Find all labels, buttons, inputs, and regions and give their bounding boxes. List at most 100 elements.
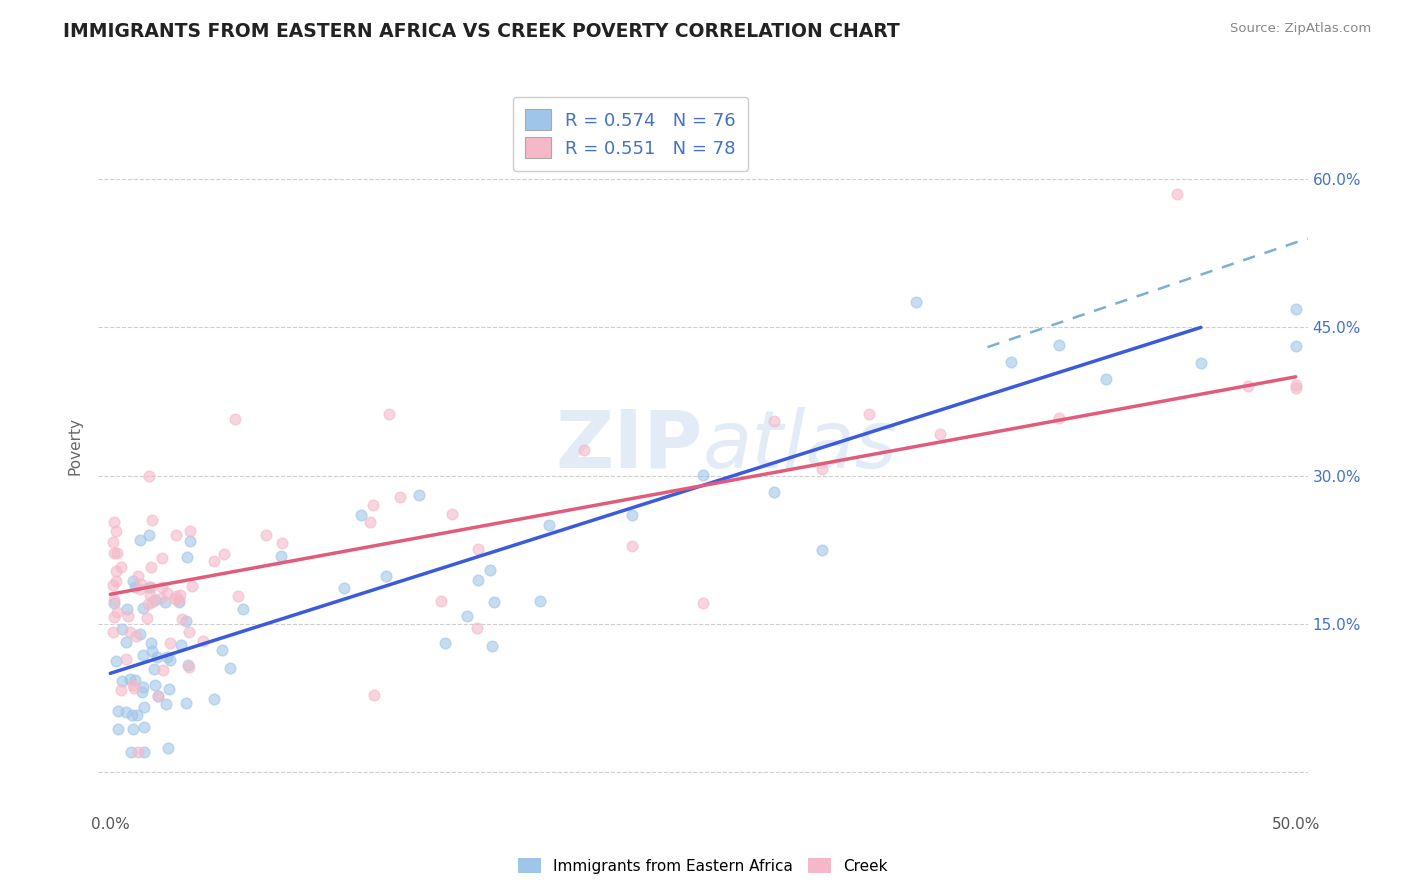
- Point: [529, 593, 551, 607]
- Point: [179, 524, 201, 538]
- Point: [165, 590, 187, 604]
- Point: [202, 691, 225, 706]
- Point: [163, 592, 186, 607]
- Point: [174, 696, 197, 710]
- Point: [117, 602, 139, 616]
- Point: [105, 564, 128, 578]
- Point: [118, 625, 141, 640]
- Point: [111, 673, 134, 688]
- Point: [170, 638, 193, 652]
- Point: [481, 639, 503, 653]
- Point: [155, 697, 177, 711]
- Point: [110, 683, 132, 698]
- Point: [156, 585, 179, 599]
- Point: [165, 527, 187, 541]
- Point: [150, 580, 173, 594]
- Point: [620, 539, 643, 553]
- Point: [124, 580, 146, 594]
- Legend: R = 0.574   N = 76, R = 0.551   N = 78: R = 0.574 N = 76, R = 0.551 N = 78: [513, 96, 748, 171]
- Text: atlas: atlas: [703, 407, 898, 485]
- Point: [107, 722, 129, 736]
- Point: [122, 574, 145, 588]
- Point: [103, 596, 125, 610]
- Point: [101, 578, 124, 592]
- Point: [1189, 356, 1212, 370]
- Point: [125, 629, 148, 643]
- Point: [1237, 379, 1260, 393]
- Point: [169, 588, 191, 602]
- Point: [148, 690, 170, 704]
- Point: [105, 524, 128, 538]
- Point: [1166, 186, 1188, 201]
- Point: [138, 527, 160, 541]
- Point: [211, 643, 233, 657]
- Point: [132, 648, 155, 662]
- Point: [359, 515, 381, 529]
- Point: [136, 610, 159, 624]
- Point: [129, 626, 152, 640]
- Point: [361, 498, 384, 512]
- Point: [139, 559, 162, 574]
- Point: [456, 608, 478, 623]
- Point: [132, 680, 155, 694]
- Point: [104, 574, 127, 588]
- Point: [124, 673, 146, 687]
- Point: [1285, 378, 1308, 392]
- Point: [105, 654, 128, 668]
- Point: [152, 663, 174, 677]
- Point: [159, 636, 181, 650]
- Point: [1000, 354, 1022, 368]
- Point: [157, 741, 180, 756]
- Point: [142, 662, 165, 676]
- Point: [132, 601, 155, 615]
- Point: [256, 528, 278, 542]
- Point: [105, 605, 128, 619]
- Point: [114, 705, 136, 719]
- Text: Source: ZipAtlas.com: Source: ZipAtlas.com: [1230, 22, 1371, 36]
- Point: [172, 612, 194, 626]
- Legend: Immigrants from Eastern Africa, Creek: Immigrants from Eastern Africa, Creek: [512, 852, 894, 880]
- Point: [129, 577, 152, 591]
- Point: [333, 581, 356, 595]
- Point: [124, 681, 146, 695]
- Point: [149, 591, 172, 606]
- Point: [139, 588, 162, 602]
- Point: [193, 633, 215, 648]
- Point: [1047, 338, 1070, 352]
- Point: [176, 550, 198, 565]
- Point: [146, 650, 169, 665]
- Point: [429, 594, 451, 608]
- Point: [139, 636, 162, 650]
- Text: IMMIGRANTS FROM EASTERN AFRICA VS CREEK POVERTY CORRELATION CHART: IMMIGRANTS FROM EASTERN AFRICA VS CREEK …: [63, 22, 900, 41]
- Point: [181, 579, 204, 593]
- Point: [128, 533, 150, 547]
- Point: [115, 652, 138, 666]
- Point: [132, 746, 155, 760]
- Point: [121, 678, 143, 692]
- Point: [763, 414, 786, 428]
- Point: [120, 745, 142, 759]
- Point: [103, 610, 125, 624]
- Point: [159, 653, 181, 667]
- Point: [117, 608, 139, 623]
- Point: [138, 580, 160, 594]
- Point: [465, 621, 488, 635]
- Point: [136, 597, 159, 611]
- Point: [375, 569, 398, 583]
- Point: [692, 596, 714, 610]
- Point: [101, 625, 124, 640]
- Point: [103, 592, 125, 607]
- Point: [129, 582, 152, 596]
- Point: [810, 542, 832, 557]
- Point: [224, 412, 246, 426]
- Point: [167, 595, 190, 609]
- Point: [214, 547, 236, 561]
- Point: [177, 660, 200, 674]
- Point: [121, 707, 143, 722]
- Point: [143, 593, 166, 607]
- Point: [167, 593, 190, 607]
- Point: [141, 514, 163, 528]
- Point: [122, 722, 145, 736]
- Point: [467, 541, 489, 556]
- Point: [127, 746, 149, 760]
